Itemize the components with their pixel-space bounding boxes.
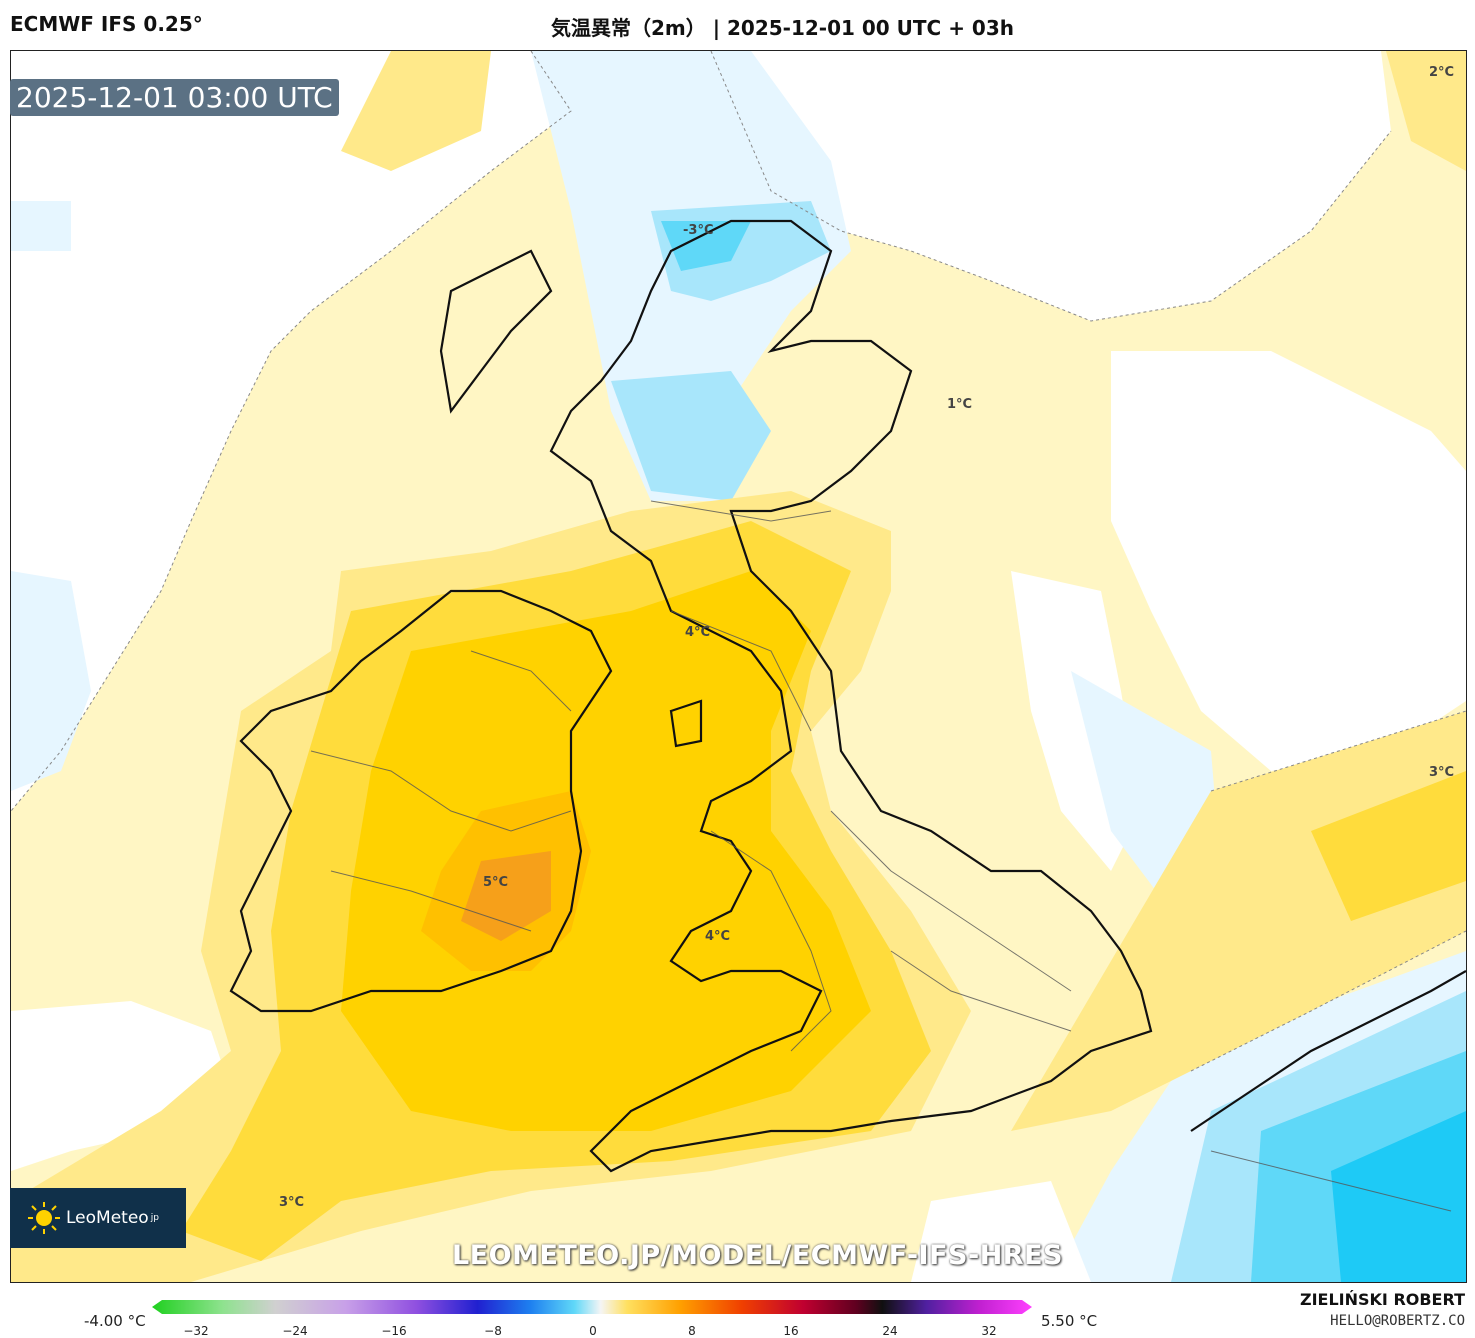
contour-label: 4°C	[705, 929, 731, 944]
valid-time-badge: 2025-12-01 03:00 UTC	[10, 79, 339, 116]
contour-label: 4°C	[685, 625, 711, 640]
logo-text: LeoMeteo	[66, 1208, 149, 1228]
colorbar-tick: −8	[484, 1324, 502, 1338]
logo-suffix: jp	[150, 1213, 159, 1223]
contour-label: 5°C	[483, 875, 509, 890]
colorbar-tick: −32	[183, 1324, 209, 1338]
sun-icon	[28, 1202, 60, 1234]
contour-label: 1°C	[947, 397, 973, 412]
map-canvas: 2°C -3°C 1°C 4°C 3°C 5°C 4°C 3°C	[10, 50, 1467, 1283]
map-title: 気温異常（2m） | 2025-12-01 00 UTC + 03h	[551, 16, 1014, 40]
colorbar-tick: −24	[282, 1324, 308, 1338]
neutral-zone-east	[711, 51, 1391, 321]
model-url-watermark: LEOMETEO.JP/MODEL/ECMWF-IFS-HRES	[452, 1240, 1063, 1271]
colorbar	[152, 1300, 1032, 1314]
contour-label: 3°C	[1429, 765, 1455, 780]
anomaly-map	[11, 51, 1466, 1282]
contour-lines	[11, 51, 1466, 1072]
model-name: ECMWF IFS 0.25°	[10, 12, 203, 36]
contour-label: 2°C	[1429, 65, 1455, 80]
colorbar-tick: −16	[381, 1324, 407, 1338]
colorbar-max-label: 5.50 °C	[1041, 1312, 1098, 1330]
colorbar-tick: 24	[882, 1324, 898, 1338]
colorbar-tick: 16	[783, 1324, 799, 1338]
author-email: HELLO@ROBERTZ.CO	[1330, 1313, 1465, 1329]
coastlines	[229, 219, 1466, 1173]
colorbar-min-label: -4.00 °C	[84, 1312, 146, 1330]
colorbar-tick: 8	[688, 1324, 696, 1338]
colorbar-tick: 32	[981, 1324, 997, 1338]
leometeo-logo[interactable]: LeoMeteo jp	[10, 1188, 186, 1248]
author-credit: ZIELIŃSKI ROBERT	[1299, 1290, 1465, 1309]
colorbar-tick: 0	[589, 1324, 597, 1338]
contour-label: -3°C	[683, 223, 714, 238]
contour-label: 3°C	[279, 1195, 305, 1210]
admin-borders	[310, 500, 1452, 1212]
neutral-zone-northwest	[11, 51, 571, 811]
